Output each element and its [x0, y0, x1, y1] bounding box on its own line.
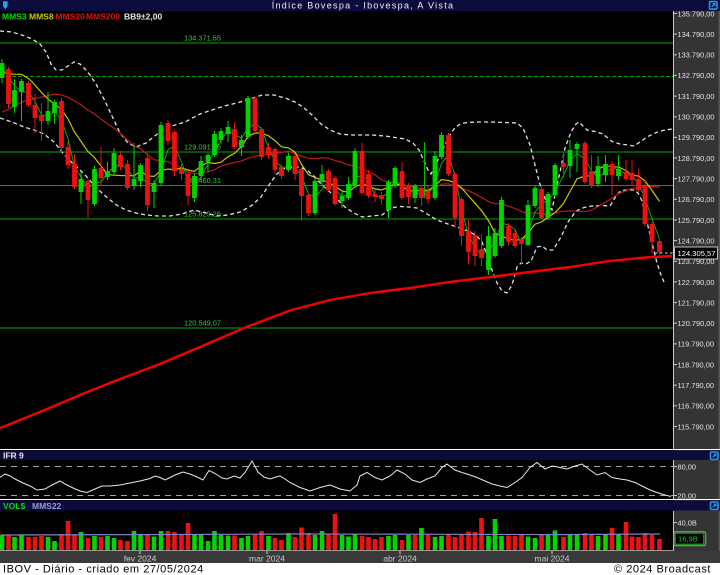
svg-text:134.790,00: 134.790,00 [678, 30, 715, 39]
svg-text:133.790,00: 133.790,00 [678, 51, 715, 60]
svg-text:129.091,36: 129.091,36 [184, 142, 221, 151]
svg-text:134.371,55: 134.371,55 [184, 33, 221, 42]
svg-text:120.790,00: 120.790,00 [678, 319, 715, 328]
svg-text:127.790,00: 127.790,00 [678, 175, 715, 184]
svg-text:131.790,00: 131.790,00 [678, 92, 715, 101]
svg-text:115.790,00: 115.790,00 [678, 422, 714, 431]
svg-text:mai 2024: mai 2024 [535, 553, 570, 563]
svg-text:119.790,00: 119.790,00 [678, 340, 714, 349]
svg-text:122.790,00: 122.790,00 [678, 278, 715, 287]
svg-text:16,9B: 16,9B [678, 535, 698, 544]
svg-text:127.460,31: 127.460,31 [184, 176, 221, 185]
svg-text:125.790,00: 125.790,00 [678, 216, 715, 225]
svg-text:40,0B: 40,0B [678, 518, 697, 527]
svg-text:MMS22: MMS22 [32, 501, 62, 511]
svg-text:20,00: 20,00 [678, 491, 697, 500]
svg-text:© 2024 Broadcast: © 2024 Broadcast [614, 564, 711, 575]
svg-text:116.790,00: 116.790,00 [678, 402, 714, 411]
svg-text:126.790,00: 126.790,00 [678, 195, 715, 204]
svg-text:130.790,00: 130.790,00 [678, 113, 715, 122]
svg-text:118.790,00: 118.790,00 [678, 360, 714, 369]
svg-text:129.790,00: 129.790,00 [678, 133, 715, 142]
svg-text:117.790,00: 117.790,00 [678, 381, 714, 390]
svg-text:125.829,26: 125.829,26 [184, 210, 221, 219]
svg-text:BB9±2,00: BB9±2,00 [124, 12, 162, 22]
svg-text:121.790,00: 121.790,00 [678, 298, 715, 307]
svg-text:120.549,07: 120.549,07 [184, 319, 221, 328]
svg-text:MMS3: MMS3 [2, 12, 27, 22]
svg-text:IBOV - Diário - criado em 27/0: IBOV - Diário - criado em 27/05/2024 [3, 564, 204, 575]
svg-text:VOL$: VOL$ [3, 501, 25, 511]
svg-text:IFR 9: IFR 9 [3, 450, 24, 460]
svg-text:mar 2024: mar 2024 [249, 553, 285, 563]
svg-text:MMS20: MMS20 [56, 12, 86, 22]
svg-text:132.790,00: 132.790,00 [678, 71, 715, 80]
svg-text:80,00: 80,00 [678, 462, 697, 471]
svg-text:124.790,00: 124.790,00 [678, 236, 715, 245]
svg-text:abr 2024: abr 2024 [383, 553, 417, 563]
svg-text:MMS8: MMS8 [29, 12, 54, 22]
svg-text:128.790,00: 128.790,00 [678, 154, 715, 163]
svg-text:124.305,57: 124.305,57 [678, 249, 716, 258]
svg-text:Índice Bovespa - Ibovespa, A V: Índice Bovespa - Ibovespa, A Vista [272, 1, 455, 11]
svg-text:MMS200: MMS200 [86, 12, 120, 22]
svg-text:fev 2024: fev 2024 [124, 553, 157, 563]
svg-text:135.790,00: 135.790,00 [678, 9, 715, 18]
svg-text:123.790,00: 123.790,00 [678, 257, 715, 266]
